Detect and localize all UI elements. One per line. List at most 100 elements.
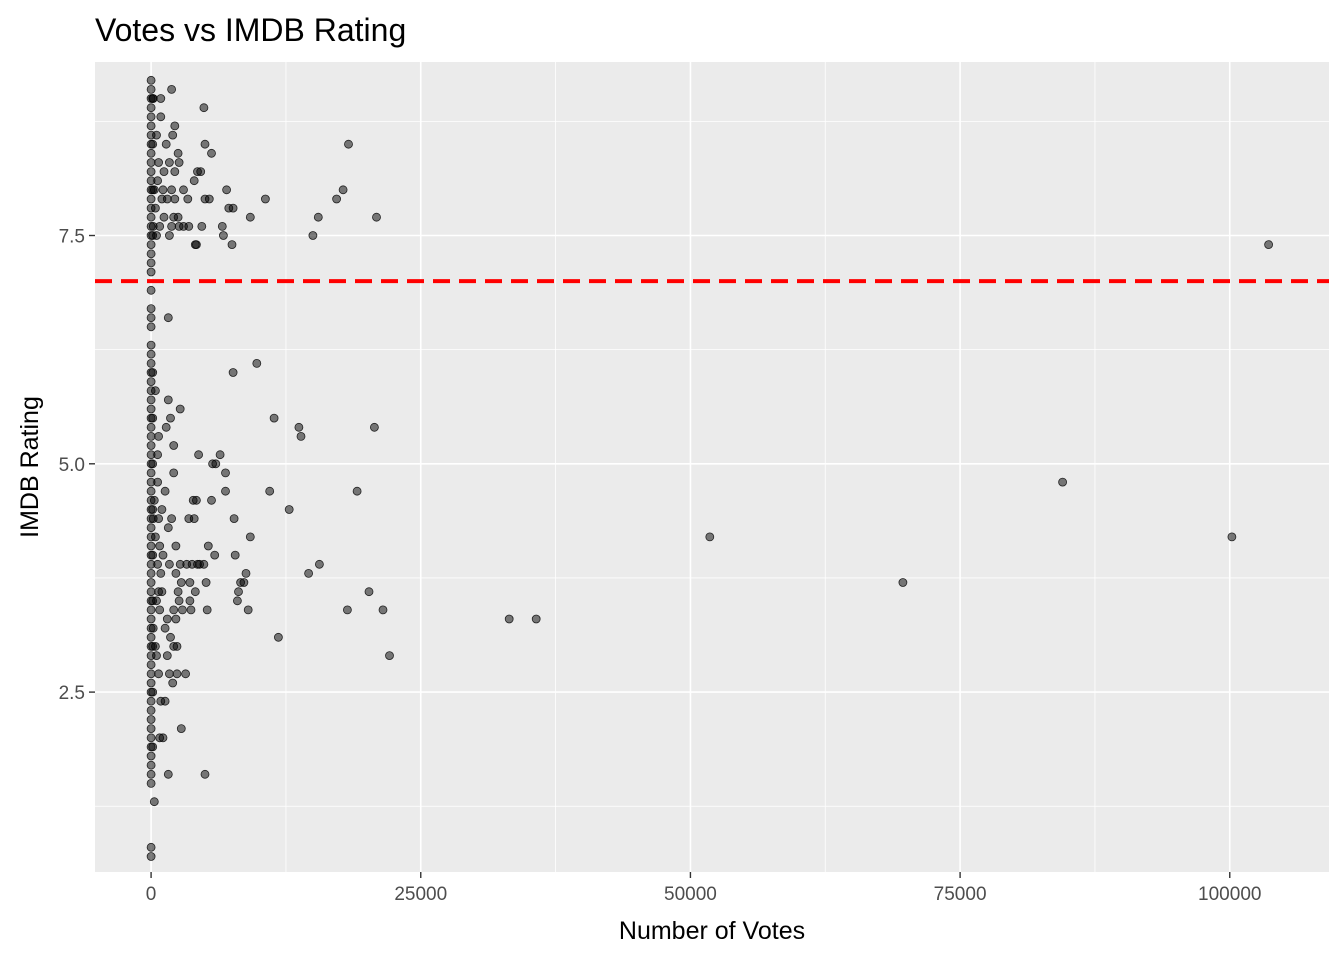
scatter-point xyxy=(146,614,156,624)
scatter-point xyxy=(193,167,202,177)
scatter-point xyxy=(168,130,178,140)
scatter-point xyxy=(146,167,156,177)
scatter-point xyxy=(175,559,185,569)
chart-title: Votes vs IMDB Rating xyxy=(95,12,406,48)
scatter-point xyxy=(338,185,348,195)
scatter-point xyxy=(146,194,156,204)
scatter-point xyxy=(252,358,262,368)
scatter-point xyxy=(146,148,156,158)
scatter-point xyxy=(232,596,242,606)
scatter-point xyxy=(155,605,165,615)
scatter-point xyxy=(146,441,156,450)
scatter-point xyxy=(228,368,238,377)
scatter-point xyxy=(163,313,173,323)
scatter-point xyxy=(146,386,156,396)
scatter-point xyxy=(294,422,304,432)
scatter-point xyxy=(215,450,225,460)
scatter-point xyxy=(146,112,156,122)
scatter-point xyxy=(154,158,164,167)
scatter-point xyxy=(148,94,158,103)
scatter-point xyxy=(1264,240,1273,250)
scatter-point xyxy=(705,532,715,542)
scatter-point xyxy=(155,733,165,743)
scatter-point xyxy=(273,632,283,642)
scatter-point xyxy=(352,486,362,496)
scatter-point xyxy=(230,550,240,560)
scatter-point xyxy=(174,596,184,606)
scatter-point xyxy=(207,148,216,158)
scatter-point xyxy=(531,614,541,624)
scatter-point xyxy=(176,724,186,733)
scatter-point xyxy=(146,706,156,715)
scatter-point xyxy=(164,559,174,569)
scatter-point xyxy=(158,185,168,195)
scatter-point xyxy=(218,231,228,240)
major-gridlines xyxy=(95,62,1329,872)
scatter-point xyxy=(146,103,156,113)
x-axis-ticks: 0 25000 50000 75000 100000 xyxy=(146,872,1261,905)
scatter-point xyxy=(171,569,181,578)
scatter-point xyxy=(202,605,212,615)
scatter-point xyxy=(146,121,156,131)
scatter-point xyxy=(163,395,173,405)
scatter-point xyxy=(177,605,187,615)
scatter-point xyxy=(169,468,179,478)
scatter-point xyxy=(170,167,180,177)
scatter-point xyxy=(167,185,177,195)
scatter-point xyxy=(898,578,908,587)
scatter-point xyxy=(284,505,294,514)
scatter-point xyxy=(200,194,210,204)
scatter-point xyxy=(146,569,156,578)
scatter-point xyxy=(186,605,196,615)
scatter-point xyxy=(146,651,156,660)
scatter-point xyxy=(210,550,220,560)
scatter-point xyxy=(221,486,230,496)
scatter-point xyxy=(200,769,210,779)
scatter-point xyxy=(146,249,156,259)
scatter-point xyxy=(159,167,169,177)
scatter-point xyxy=(146,85,156,94)
scatter-point xyxy=(227,240,237,250)
scatter-point xyxy=(146,267,156,277)
x-tick-label: 0 xyxy=(146,884,157,905)
scatter-point xyxy=(148,231,158,240)
scatter-point xyxy=(146,395,156,405)
scatter-point xyxy=(146,75,156,85)
scatter-point xyxy=(146,751,156,761)
scatter-point xyxy=(146,340,156,350)
scatter-point xyxy=(146,715,156,724)
scatter-point xyxy=(504,614,514,624)
y-axis-title: IMDB Rating xyxy=(16,396,44,538)
scatter-point xyxy=(260,194,270,204)
scatter-point xyxy=(208,459,218,469)
scatter-point xyxy=(146,842,156,852)
y-tick-label: 5.0 xyxy=(59,455,85,476)
scatter-point xyxy=(146,559,156,569)
scatter-point xyxy=(243,605,253,615)
scatter-point xyxy=(170,194,180,204)
scatter-point xyxy=(146,541,156,551)
scatter-point xyxy=(146,523,156,533)
scatter-point xyxy=(146,852,156,861)
x-axis-title: Number of Votes xyxy=(619,917,805,945)
scatter-point xyxy=(146,285,156,295)
scatter-point xyxy=(201,578,211,587)
scatter-point xyxy=(179,185,188,195)
scatter-point xyxy=(308,231,318,240)
scatter-point xyxy=(164,231,174,240)
scatter-point xyxy=(146,578,156,587)
scatter-point xyxy=(146,422,156,432)
scatter-point xyxy=(162,614,172,624)
x-tick-label: 25000 xyxy=(394,884,447,905)
scatter-point xyxy=(146,304,156,314)
scatter-point xyxy=(146,404,156,414)
scatter-point xyxy=(167,514,177,523)
scatter-point xyxy=(166,632,175,642)
scatter-point xyxy=(146,733,156,743)
scatter-point xyxy=(217,221,227,231)
scatter-point xyxy=(146,240,156,250)
scatter-point xyxy=(148,139,158,149)
scatter-point xyxy=(185,578,195,587)
scatter-point xyxy=(173,148,183,158)
scatter-point xyxy=(1058,477,1067,487)
